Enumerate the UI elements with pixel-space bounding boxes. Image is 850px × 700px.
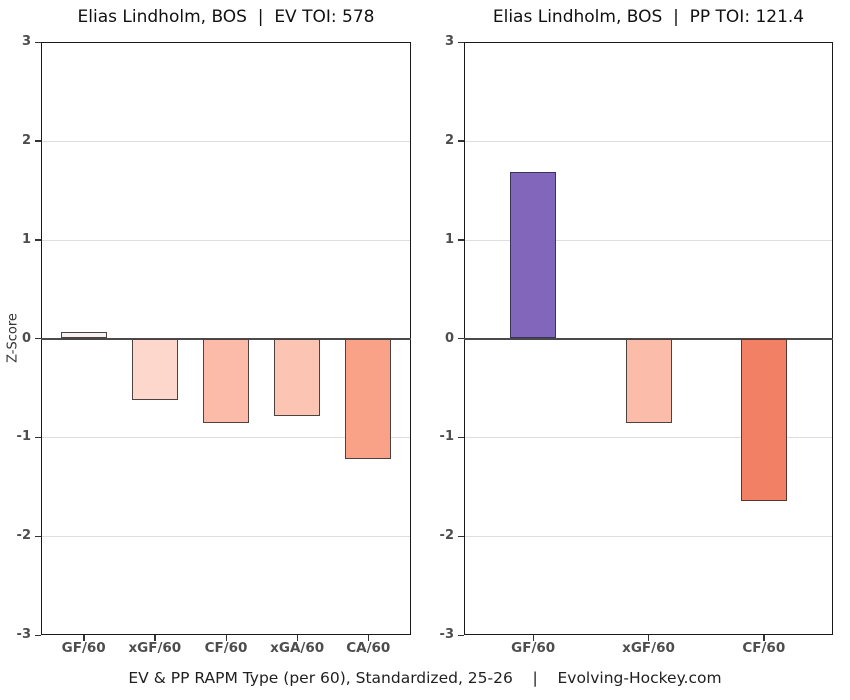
- gridline-y1: [42, 239, 410, 241]
- gridline-y2: [465, 140, 832, 142]
- y-tick-mark: [458, 634, 464, 636]
- y-tick-mark: [35, 338, 41, 340]
- y-tick-label: 1: [21, 231, 31, 247]
- x-tick-label-xGF-60: xGF/60: [128, 640, 182, 656]
- bar-xGF-60: [625, 338, 672, 424]
- bar-xGF-60: [131, 338, 178, 400]
- y-tick-label: 0: [444, 330, 454, 346]
- x-tick-label-xGA-60: xGA/60: [270, 640, 325, 656]
- bar-CF-60: [740, 338, 787, 501]
- y-tick-mark: [458, 140, 464, 142]
- y-tick-label: 2: [444, 132, 454, 148]
- y-tick-label: 3: [444, 34, 454, 49]
- bar-CF-60: [203, 338, 249, 424]
- y-tick-label: 2: [21, 132, 31, 148]
- y-tick-mark: [35, 140, 41, 142]
- gridline-y-2: [465, 536, 832, 538]
- y-tick-mark: [35, 634, 41, 636]
- y-tick-label: 3: [21, 34, 31, 49]
- x-tick-mark: [367, 635, 370, 641]
- x-tick-mark: [296, 635, 299, 641]
- figure-caption: EV & PP RAPM Type (per 60), Standardized…: [128, 669, 722, 687]
- gridline-y-2: [42, 536, 410, 538]
- bar-GF-60: [60, 331, 107, 339]
- y-tick-mark: [458, 239, 464, 241]
- y-tick-label: -1: [439, 429, 454, 445]
- y-tick-mark: [458, 535, 464, 538]
- y-tick-mark: [458, 338, 464, 340]
- gridline-y1: [465, 239, 832, 241]
- y-tick-mark: [458, 41, 464, 43]
- bar-xGA-60: [274, 338, 321, 416]
- x-tick-mark: [648, 635, 650, 641]
- x-tick-label-CF-60: CF/60: [742, 640, 786, 656]
- x-tick-label-GF-60: GF/60: [511, 640, 556, 656]
- x-tick-mark: [83, 635, 85, 641]
- y-tick-label: -2: [16, 528, 31, 544]
- y-tick-label: -2: [439, 528, 454, 544]
- bar-GF-60: [510, 172, 557, 339]
- x-tick-label-CA-60: CA/60: [346, 640, 391, 656]
- x-tick-mark: [532, 635, 535, 641]
- y-tick-label: 0: [21, 330, 31, 346]
- bar-CA-60: [345, 338, 392, 460]
- y-tick-label: 1: [444, 231, 454, 247]
- gridline-y2: [42, 140, 410, 142]
- y-tick-mark: [458, 436, 464, 439]
- y-tick-label: -1: [16, 429, 31, 445]
- y-tick-mark: [35, 239, 41, 241]
- x-tick-mark: [225, 635, 227, 641]
- y-tick-mark: [35, 535, 41, 538]
- x-tick-label-xGF-60: xGF/60: [622, 640, 675, 656]
- y-tick-mark: [35, 41, 41, 43]
- x-tick-mark: [763, 635, 765, 641]
- y-tick-mark: [35, 436, 41, 439]
- y-tick-label: -3: [16, 627, 31, 642]
- gridline-y-1: [465, 437, 832, 439]
- gridline-y-1: [42, 437, 410, 439]
- panel-title-ev: Elias Lindholm, BOS | EV TOI: 578: [77, 7, 375, 27]
- panel-title-pp: Elias Lindholm, BOS | PP TOI: 121.4: [492, 7, 805, 27]
- y-tick-label: -3: [439, 627, 454, 642]
- x-tick-mark: [154, 635, 156, 641]
- x-tick-label-CF-60: CF/60: [204, 640, 248, 656]
- x-tick-label-GF-60: GF/60: [61, 640, 106, 656]
